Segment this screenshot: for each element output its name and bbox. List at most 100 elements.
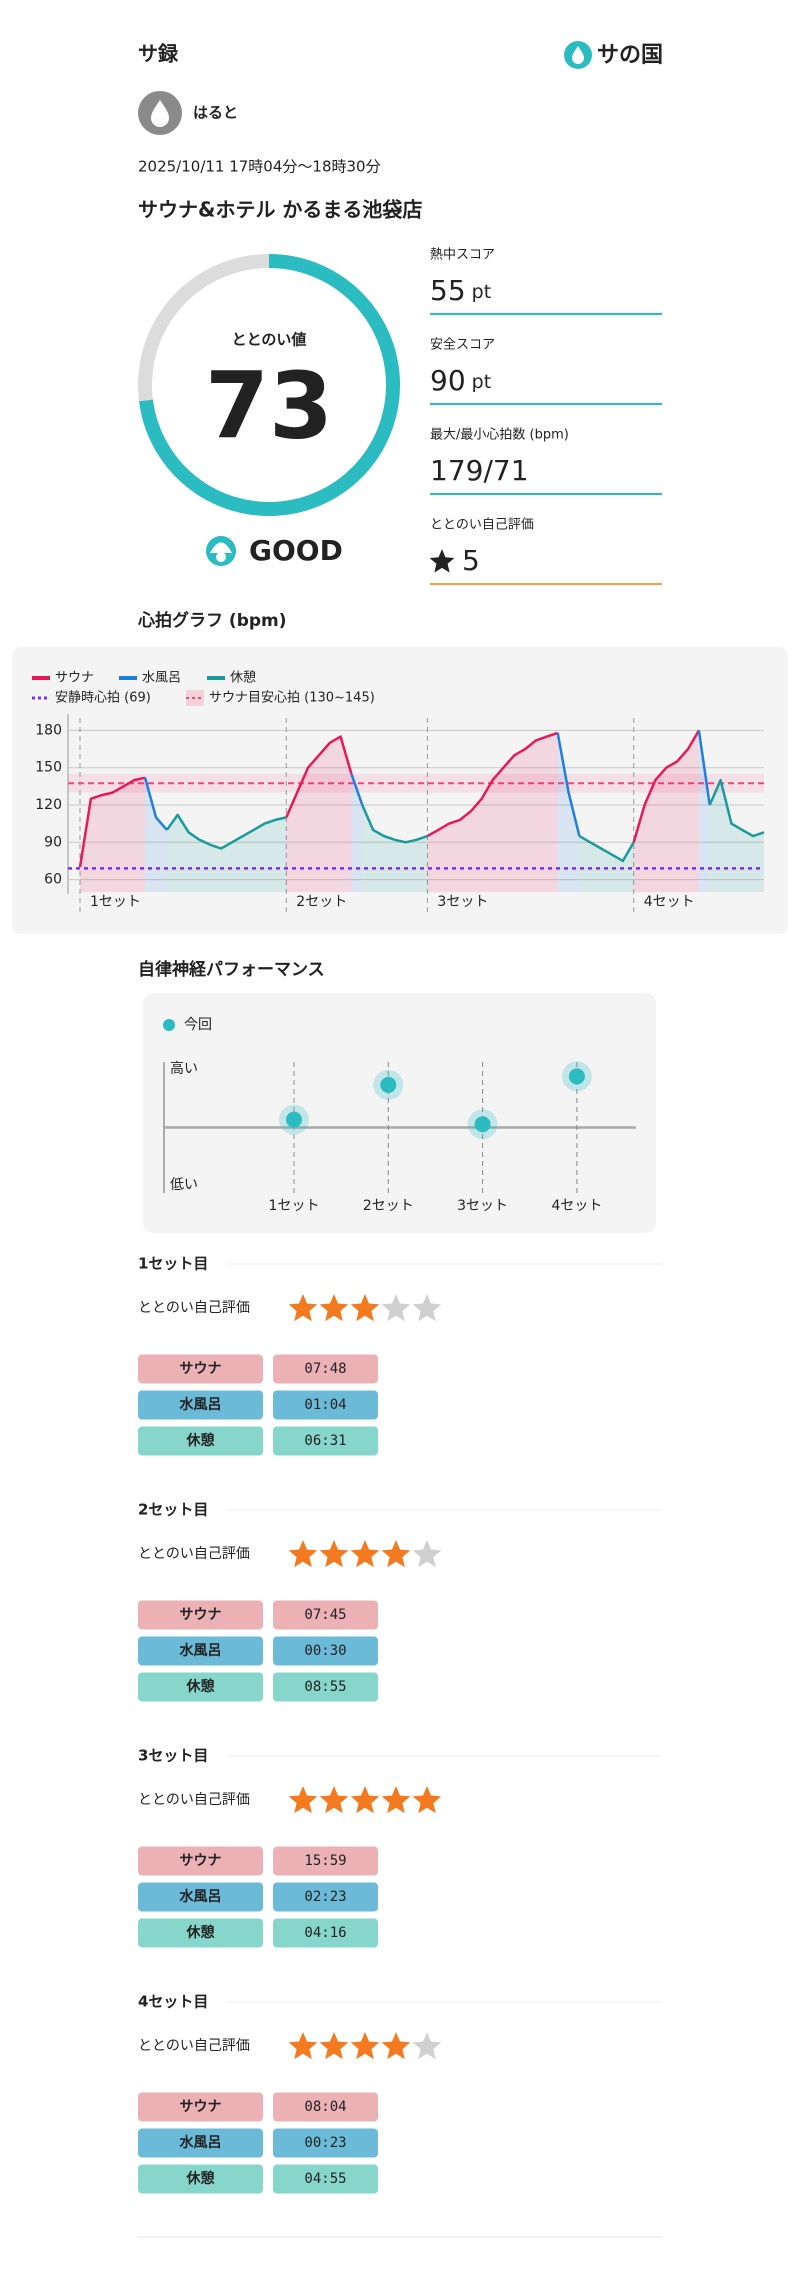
phase-time: 07:45 bbox=[304, 1607, 346, 1623]
metric-label: 熱中スコア bbox=[430, 248, 495, 263]
phase-time: 00:30 bbox=[304, 1643, 346, 1659]
grade-icon-cap bbox=[210, 542, 232, 553]
phase-label: サウナ bbox=[180, 2099, 222, 2115]
legend-label: 休憩 bbox=[230, 670, 256, 686]
rating-label: ととのい自己評価 bbox=[138, 2038, 250, 2054]
phase-label: 休憩 bbox=[186, 1924, 215, 1941]
x-tick-label: 1セット bbox=[269, 1198, 320, 1214]
metric-unit: pt bbox=[472, 281, 492, 303]
set-title: 3セット目 bbox=[138, 1747, 208, 1765]
score-value: 73 bbox=[205, 352, 333, 459]
rating-star bbox=[412, 1786, 442, 1814]
rating-star bbox=[288, 1294, 318, 1322]
rating-star bbox=[288, 1786, 318, 1814]
rating-star bbox=[350, 1294, 380, 1322]
phase-label: 休憩 bbox=[186, 1432, 215, 1449]
metric-number: 179/71 bbox=[430, 454, 529, 487]
app-title: サ録 bbox=[138, 42, 179, 66]
x-tick-label: 2セット bbox=[363, 1198, 414, 1214]
rating-star-icon bbox=[429, 549, 455, 573]
grade-icon bbox=[206, 536, 236, 566]
phase-pill bbox=[138, 1636, 263, 1666]
phase-label: サウナ bbox=[180, 1607, 222, 1623]
phase-label: サウナ bbox=[180, 1361, 222, 1377]
performance-panel bbox=[143, 993, 656, 1233]
rating-star bbox=[381, 1540, 411, 1568]
metric-value: 90 pt bbox=[430, 364, 491, 397]
phase-pill bbox=[138, 1918, 263, 1948]
phase-label: 水風呂 bbox=[179, 2134, 222, 2151]
phase-time: 00:23 bbox=[304, 2135, 346, 2151]
phase-pill bbox=[138, 2092, 263, 2122]
phase-pill bbox=[138, 1882, 263, 1912]
x-tick-label: 4セット bbox=[644, 894, 695, 910]
metric-value: 55 pt bbox=[430, 274, 491, 307]
performance-title: 自律神経パフォーマンス bbox=[138, 959, 325, 980]
time-pill bbox=[273, 1918, 378, 1948]
legend-dot bbox=[163, 1019, 175, 1031]
session-date: 2025/10/11 17時04分〜18時30分 bbox=[138, 158, 381, 176]
time-pill bbox=[273, 1600, 378, 1630]
phase-time: 08:04 bbox=[304, 2099, 346, 2115]
phase-pill bbox=[138, 1846, 263, 1876]
metric-label: 最大/最小心拍数 (bpm) bbox=[430, 428, 569, 443]
rating-star bbox=[288, 1540, 318, 1568]
legend-label: 安静時心拍 (69) bbox=[55, 691, 151, 706]
phase-pill bbox=[138, 2128, 263, 2158]
rating-star bbox=[412, 1294, 442, 1322]
series-line bbox=[165, 778, 765, 863]
rating-star bbox=[412, 1540, 442, 1568]
time-pill bbox=[273, 1846, 378, 1876]
x-tick-label: 3セット bbox=[437, 894, 488, 910]
set-title: 2セット目 bbox=[138, 1501, 208, 1519]
ring-arc bbox=[139, 254, 401, 516]
phase-pill bbox=[138, 1600, 263, 1630]
rating-star bbox=[350, 1786, 380, 1814]
metric-label: ととのい自己評価 bbox=[430, 518, 534, 533]
y-low-label: 低い bbox=[170, 1177, 198, 1193]
legend-label: 水風呂 bbox=[142, 671, 181, 686]
phase-pill bbox=[138, 1354, 263, 1384]
metric-number: 55 bbox=[430, 274, 466, 307]
time-pill bbox=[273, 1354, 378, 1384]
phase-pill bbox=[138, 1390, 263, 1420]
metric-label: 安全スコア bbox=[430, 338, 495, 353]
heart-chart-title: 心拍グラフ (bpm) bbox=[137, 610, 287, 631]
y-tick-label: 90 bbox=[44, 834, 62, 850]
series-line bbox=[78, 729, 700, 868]
series-area bbox=[145, 730, 710, 892]
x-tick-label: 1セット bbox=[90, 894, 141, 910]
rating-star bbox=[319, 2032, 349, 2060]
phase-pill bbox=[138, 1672, 263, 1702]
phase-time: 15:59 bbox=[304, 1853, 346, 1869]
phase-time: 06:31 bbox=[304, 1433, 346, 1449]
metrics: 熱中スコア 55 pt 安全スコア 90 pt 最大/最小心拍数 (bpm) 179/71 とと… bbox=[429, 248, 662, 585]
rating-star bbox=[288, 2032, 318, 2060]
score-ring bbox=[138, 254, 401, 516]
y-tick-label: 180 bbox=[35, 722, 62, 738]
time-pill bbox=[273, 1882, 378, 1912]
time-pill bbox=[273, 2164, 378, 2194]
rating-star bbox=[381, 1786, 411, 1814]
point bbox=[286, 1111, 302, 1128]
legend-label: サウナ bbox=[55, 671, 94, 686]
series-area bbox=[80, 730, 699, 892]
point bbox=[380, 1076, 397, 1093]
time-pill bbox=[273, 1636, 378, 1666]
phase-time: 08:55 bbox=[304, 1679, 346, 1695]
logo-text: サの国 bbox=[597, 43, 663, 68]
metric-number: 90 bbox=[430, 364, 466, 397]
y-tick-label: 150 bbox=[35, 760, 62, 776]
phase-pill bbox=[138, 2164, 263, 2194]
set-title: 1セット目 bbox=[138, 1255, 208, 1273]
series-area bbox=[166, 780, 764, 892]
y-tick-label: 120 bbox=[35, 797, 62, 813]
phase-label: 水風呂 bbox=[179, 1642, 222, 1659]
point bbox=[474, 1116, 491, 1133]
point bbox=[568, 1068, 585, 1085]
rating-star bbox=[381, 2032, 411, 2060]
x-tick-label: 3セット bbox=[457, 1198, 508, 1214]
phase-time: 04:55 bbox=[304, 2171, 346, 2187]
